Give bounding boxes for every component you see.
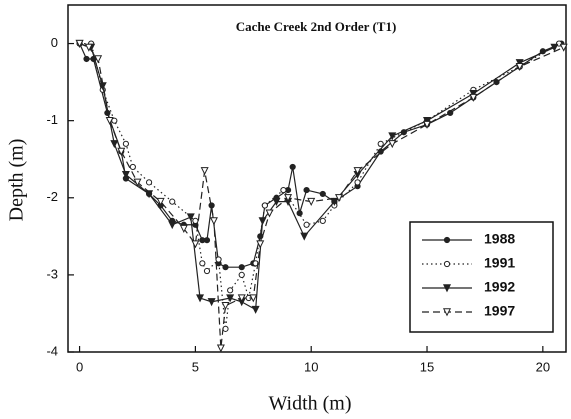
point xyxy=(303,221,310,228)
y-axis-label: Depth (m) xyxy=(6,139,28,222)
point xyxy=(227,287,234,294)
point xyxy=(156,197,165,206)
point xyxy=(319,217,326,225)
point xyxy=(442,308,452,317)
point xyxy=(443,236,451,244)
point xyxy=(265,209,274,218)
point xyxy=(469,89,478,98)
legend-label: 1992 xyxy=(484,279,515,295)
point xyxy=(169,198,176,205)
point xyxy=(261,202,268,209)
y-tick-label: -3 xyxy=(46,266,58,281)
point xyxy=(168,221,177,230)
point xyxy=(423,120,432,129)
point xyxy=(191,240,200,249)
point xyxy=(256,240,265,249)
point xyxy=(334,194,344,203)
chart-title: Cache Creek 2nd Order (T1) xyxy=(236,19,397,34)
point xyxy=(238,271,245,278)
point xyxy=(307,197,316,206)
point xyxy=(203,237,211,244)
legend-label: 1988 xyxy=(484,231,515,247)
point xyxy=(354,179,361,186)
point xyxy=(237,294,246,303)
x-tick-label: 20 xyxy=(536,359,550,374)
point xyxy=(377,140,384,147)
legend-label: 1991 xyxy=(484,255,515,271)
y-tick-label: -4 xyxy=(46,343,58,358)
point xyxy=(300,232,309,241)
point xyxy=(289,163,296,171)
point xyxy=(203,267,211,275)
point xyxy=(207,298,216,307)
point xyxy=(129,163,136,171)
point xyxy=(222,325,229,332)
point xyxy=(272,197,281,206)
point xyxy=(121,170,130,179)
x-tick-label: 5 xyxy=(192,359,199,374)
point xyxy=(303,186,310,194)
point xyxy=(215,256,222,263)
point xyxy=(145,190,154,199)
point xyxy=(84,43,93,52)
point xyxy=(319,190,326,198)
legend-label: 1997 xyxy=(484,303,515,319)
point xyxy=(284,194,293,203)
point xyxy=(179,224,188,233)
x-tick-label: 15 xyxy=(420,359,434,374)
legend-box xyxy=(409,221,554,333)
point xyxy=(83,55,90,63)
point xyxy=(94,55,103,64)
point xyxy=(353,167,362,176)
point xyxy=(199,260,206,267)
point xyxy=(251,305,260,314)
point xyxy=(443,260,451,268)
x-tick-label: 10 xyxy=(304,359,318,374)
point xyxy=(469,93,478,102)
point xyxy=(388,140,397,149)
point xyxy=(515,62,524,72)
point xyxy=(222,264,229,271)
point xyxy=(196,294,205,303)
point xyxy=(249,294,258,303)
point xyxy=(226,294,235,303)
point xyxy=(330,197,339,206)
point xyxy=(186,213,195,222)
point xyxy=(296,210,303,217)
point xyxy=(388,132,397,141)
series-line xyxy=(79,43,564,349)
point xyxy=(200,167,209,176)
point xyxy=(280,186,287,194)
point xyxy=(110,140,119,149)
point xyxy=(442,284,452,293)
point xyxy=(550,43,559,52)
point xyxy=(122,140,130,147)
point xyxy=(559,43,568,52)
x-axis-label: Width (m) xyxy=(268,393,351,415)
point xyxy=(133,178,142,187)
point xyxy=(75,39,84,48)
point xyxy=(238,264,245,271)
point xyxy=(192,217,199,225)
point xyxy=(515,59,524,68)
series-line xyxy=(79,42,555,311)
point xyxy=(209,217,218,226)
point xyxy=(145,179,153,186)
y-tick-label: -2 xyxy=(46,189,58,204)
point xyxy=(105,116,114,125)
x-tick-label: 0 xyxy=(76,359,83,374)
y-tick-label: -1 xyxy=(46,112,58,127)
point xyxy=(423,116,432,125)
point xyxy=(258,217,267,226)
plot-frame xyxy=(67,4,567,353)
point xyxy=(208,202,215,209)
point xyxy=(221,302,230,311)
point xyxy=(117,147,126,156)
y-tick-label: 0 xyxy=(51,35,58,50)
point xyxy=(216,344,225,353)
